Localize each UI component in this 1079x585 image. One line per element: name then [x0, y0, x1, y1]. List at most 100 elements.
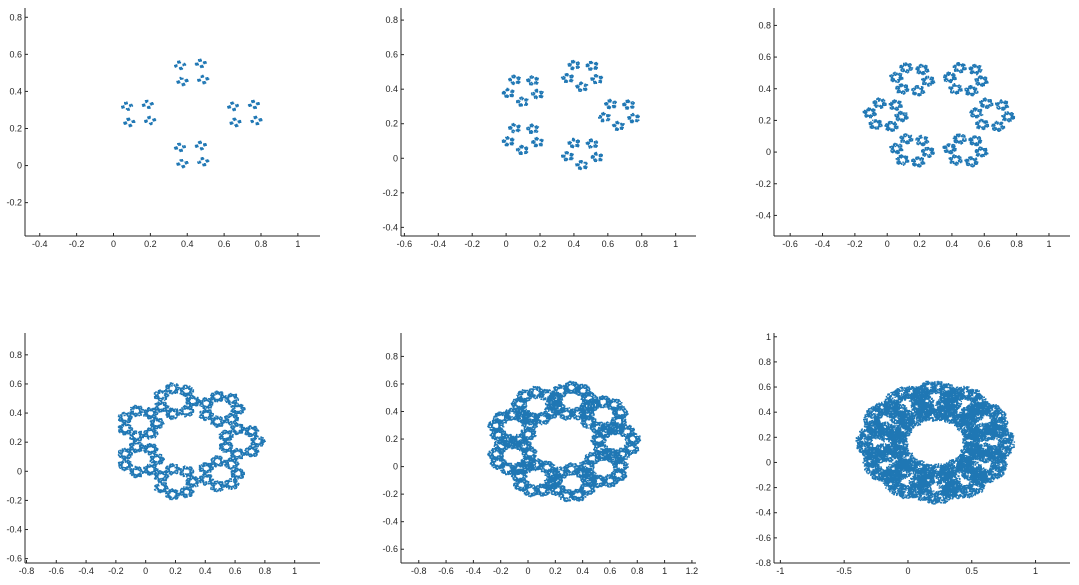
x-tick-label: -0.2 — [493, 566, 509, 576]
y-tick-label: 0.8 — [9, 12, 22, 22]
y-tick-label: -0.4 — [6, 525, 22, 535]
scatter-plot: -1 -0.5 0 0.5 1 -0.8 -0.6 -0.4 -0.2 0 0.2 0.4 0.6 0.8… — [755, 332, 1070, 576]
y-tick-label: 0.4 — [385, 407, 398, 417]
scatter-marker-cloud — [862, 62, 1016, 168]
x-tick-label: 0.8 — [259, 566, 272, 576]
y-tick-label: 0.6 — [9, 379, 22, 389]
x-tick-label: -0.2 — [847, 239, 863, 249]
y-tick-label: 0.2 — [758, 115, 771, 125]
scatter-plot: -0.6 -0.4 -0.2 0 0.2 0.4 0.6 0.8 1 -0.4 -0.2 0 0.2 0.… — [382, 8, 696, 249]
scatter-points — [121, 58, 263, 169]
x-tick-label: 0.2 — [549, 566, 562, 576]
x-tick-label: -0.8 — [411, 566, 427, 576]
scatter-plot: -0.8 -0.6 -0.4 -0.2 0 0.2 0.4 0.6 0.8 1 -0.6 -0.4 -0… — [6, 333, 320, 576]
scatter-marker-cloud — [487, 380, 642, 503]
x-tick-label: 0.8 — [631, 566, 644, 576]
y-tick-label: 0.6 — [758, 52, 771, 62]
y-tick-label: 0 — [393, 153, 398, 163]
x-tick-label: 0 — [526, 566, 531, 576]
x-tick-label: -0.6 — [438, 566, 454, 576]
y-tick-label: 0.2 — [9, 123, 22, 133]
scatter-points — [117, 382, 266, 501]
x-tick-label: 0.6 — [229, 566, 242, 576]
x-tick-label: -0.5 — [836, 566, 852, 576]
x-tick-label: 0.2 — [913, 239, 926, 249]
subplot-3: -0.6 -0.4 -0.2 0 0.2 0.4 0.6 0.8 1 -0.4 -0.2 0 0.2 0.… — [748, 0, 1079, 250]
x-tick-label: 0.6 — [604, 566, 617, 576]
y-tick-label: -0.4 — [755, 508, 771, 518]
y-tick-label: 0 — [17, 161, 22, 171]
subplot-5: -0.8 -0.6 -0.4 -0.2 0 0.2 0.4 0.6 0.8 1 1.2 -0.6 -0.… — [375, 325, 705, 580]
y-tick-label: 0.6 — [9, 49, 22, 59]
scatter-points — [862, 62, 1016, 168]
x-tick-label: 0.6 — [218, 239, 231, 249]
y-tick-label: -0.6 — [6, 554, 22, 564]
y-tick-label: 0.4 — [9, 86, 22, 96]
y-tick-label: -0.2 — [6, 495, 22, 505]
x-tick-label: -1 — [776, 566, 784, 576]
y-tick-label: -0.2 — [755, 179, 771, 189]
y-tick-label: 0.8 — [758, 357, 771, 367]
x-tick-label: -0.2 — [464, 239, 480, 249]
scatter-plot: -0.8 -0.6 -0.4 -0.2 0 0.2 0.4 0.6 0.8 1 1.2 -0.6 -0.… — [382, 333, 699, 576]
x-tick-label: -0.4 — [815, 239, 831, 249]
x-tick-label: 1 — [1033, 566, 1038, 576]
x-tick-label: 0.8 — [1010, 239, 1023, 249]
x-tick-label: 1.2 — [686, 566, 699, 576]
y-tick-label: 0.8 — [758, 20, 771, 30]
scatter-points — [501, 59, 640, 171]
x-tick-label: -0.2 — [69, 239, 85, 249]
y-tick-label: -0.8 — [755, 558, 771, 568]
y-tick-label: 0.8 — [385, 15, 398, 25]
x-tick-label: 0 — [111, 239, 116, 249]
y-tick-label: 0.2 — [758, 432, 771, 442]
x-tick-label: 1 — [1046, 239, 1051, 249]
x-tick-label: 0.4 — [181, 239, 194, 249]
y-tick-label: 0.6 — [385, 379, 398, 389]
x-tick-label: -0.6 — [782, 239, 798, 249]
x-tick-label: -0.2 — [108, 566, 124, 576]
x-tick-label: 0.2 — [169, 566, 182, 576]
x-tick-label: 1 — [662, 566, 667, 576]
x-tick-label: 0.4 — [946, 239, 959, 249]
y-tick-label: -0.4 — [382, 222, 398, 232]
y-tick-label: 0.8 — [9, 350, 22, 360]
y-tick-label: -0.4 — [382, 517, 398, 527]
x-tick-label: 0.2 — [534, 239, 547, 249]
scatter-points — [855, 380, 1016, 505]
x-tick-label: 0.2 — [144, 239, 157, 249]
y-tick-label: 0.4 — [758, 84, 771, 94]
subplot-2: -0.6 -0.4 -0.2 0 0.2 0.4 0.6 0.8 1 -0.4 -0.2 0 0.2 0.… — [375, 0, 705, 250]
x-tick-label: 0 — [905, 566, 910, 576]
y-tick-label: 0.4 — [758, 407, 771, 417]
x-tick-label: 0 — [504, 239, 509, 249]
subplot-1: -0.4 -0.2 0 0.2 0.4 0.6 0.8 1 -0.2 0 0.2 0.4 0.6 0.8 — [0, 0, 330, 250]
scatter-plot: -0.6 -0.4 -0.2 0 0.2 0.4 0.6 0.8 1 -0.4 -0.2 0 0.2 0.… — [755, 8, 1070, 249]
y-tick-label: 0 — [17, 466, 22, 476]
y-tick-label: 1 — [766, 332, 771, 342]
y-tick-label: -0.6 — [755, 533, 771, 543]
y-tick-label: 0.8 — [385, 351, 398, 361]
y-tick-label: 0.6 — [385, 50, 398, 60]
subplot-6: -1 -0.5 0 0.5 1 -0.8 -0.6 -0.4 -0.2 0 0.2 0.4 0.6 0.8… — [748, 325, 1079, 580]
x-tick-label: -0.6 — [49, 566, 65, 576]
y-tick-label: 0.2 — [385, 434, 398, 444]
y-tick-label: -0.2 — [755, 483, 771, 493]
y-tick-label: -0.2 — [382, 188, 398, 198]
y-tick-label: 0 — [766, 457, 771, 467]
y-tick-label: -0.4 — [755, 210, 771, 220]
x-tick-label: 0.8 — [635, 239, 648, 249]
y-tick-label: 0.4 — [9, 408, 22, 418]
x-tick-label: 0.6 — [602, 239, 615, 249]
scatter-marker-cloud — [117, 382, 266, 501]
x-tick-label: 0.4 — [199, 566, 212, 576]
y-tick-label: 0.4 — [385, 84, 398, 94]
y-tick-label: -0.2 — [382, 489, 398, 499]
x-tick-label: -0.6 — [397, 239, 413, 249]
x-tick-label: 0.8 — [255, 239, 268, 249]
x-tick-label: 0.5 — [966, 566, 979, 576]
subplot-4: -0.8 -0.6 -0.4 -0.2 0 0.2 0.4 0.6 0.8 1 -0.6 -0.4 -0… — [0, 325, 330, 580]
x-tick-label: 0.4 — [576, 566, 589, 576]
x-tick-label: -0.4 — [32, 239, 48, 249]
x-tick-label: 1 — [292, 566, 297, 576]
